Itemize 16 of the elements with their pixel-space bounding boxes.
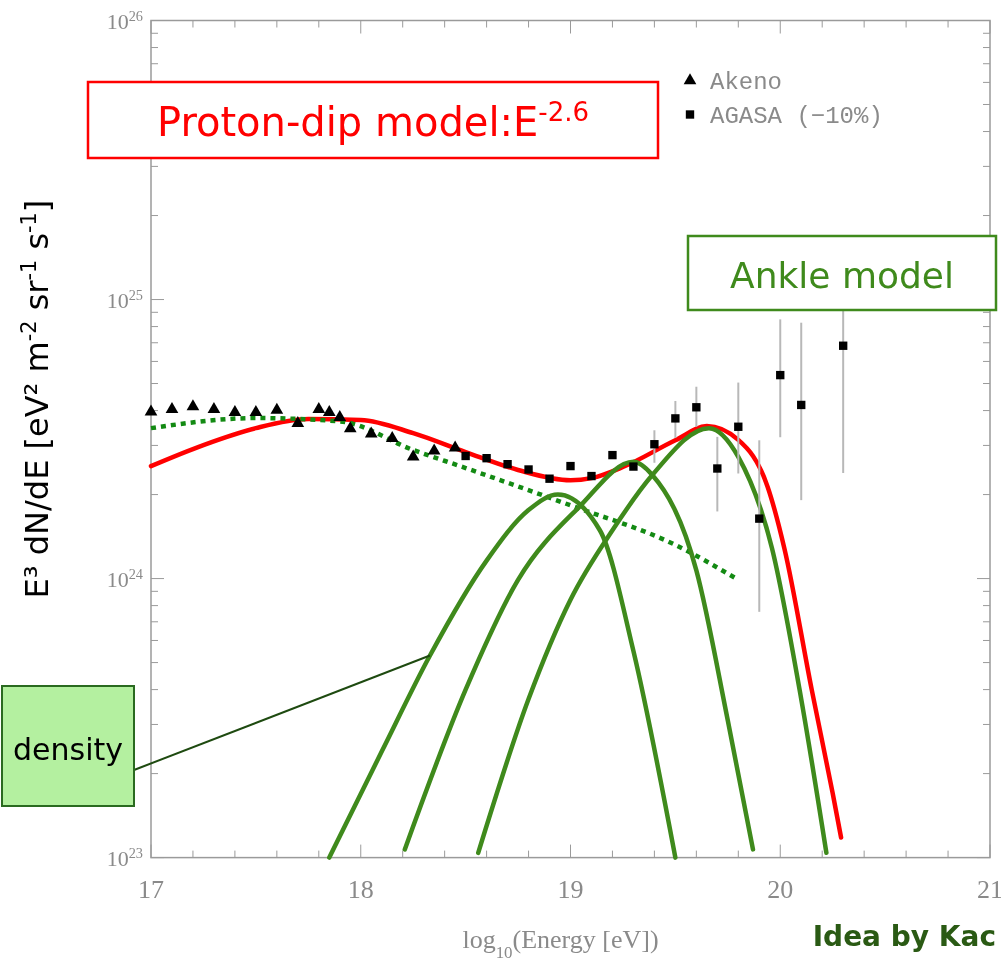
y-tick-label: 10$^{26}$ [106,7,143,34]
x-tick-label: 18 [347,874,374,904]
x-axis-title: log$_{10}$(Energy [eV]) [462,925,659,960]
y-tick-label: 10$^{24}$ [106,565,143,592]
x-tick-label: 19 [557,874,584,904]
annotation: Proton-dip model:E$^{-2.6}$ [156,97,590,145]
legend-label: Akeno [710,68,783,96]
legend-label: AGASA (−10%) [710,102,883,130]
annotation: density [13,732,123,767]
text: Idea by Kac [812,920,996,953]
x-tick-label: 20 [767,874,794,904]
x-tick-label: 21 [977,874,1001,904]
annotation: Ankle model [730,255,954,296]
y-tick-label: 10$^{23}$ [106,844,143,871]
x-tick-label: 17 [138,874,164,904]
y-tick-label: 10$^{25}$ [106,286,143,313]
